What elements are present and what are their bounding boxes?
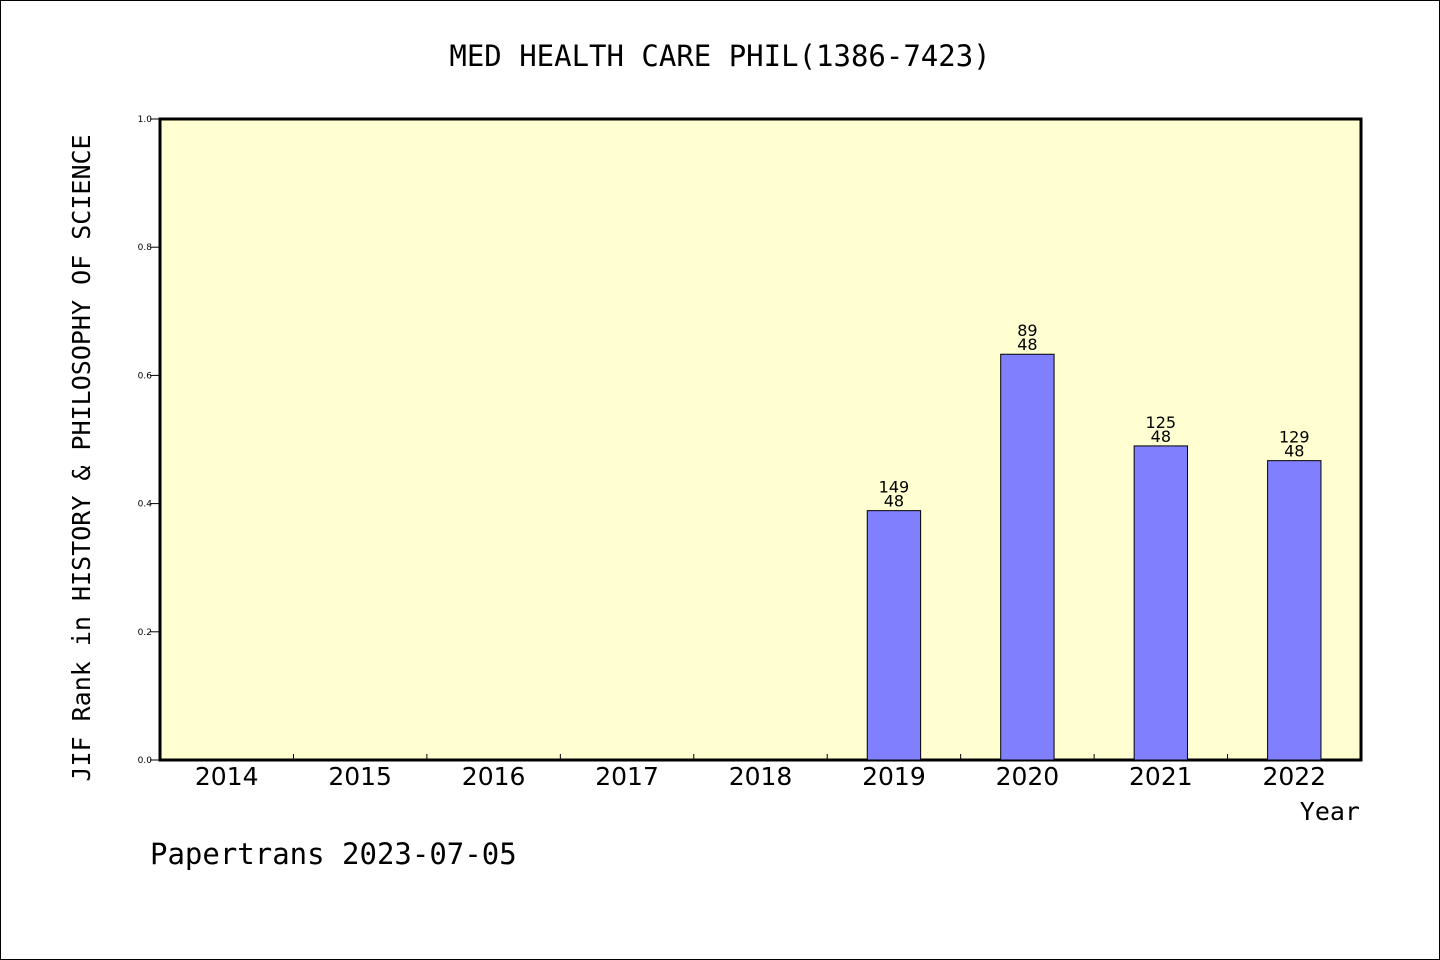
bar-label-rank: 149 — [879, 478, 910, 497]
x-tick-label: 2016 — [462, 762, 526, 791]
x-tick-label: 2014 — [195, 762, 259, 791]
bar-label-total: 48 — [884, 492, 904, 511]
x-axis: 2014 2015 2016 2017 2018 2019 2020 2021 2022 — [195, 754, 1326, 791]
bar-label-rank: 125 — [1146, 413, 1177, 432]
y-tick-label: 0.8 — [138, 243, 153, 253]
x-tick-label: 2022 — [1262, 762, 1326, 791]
y-axis: 0.0 0.2 0.4 0.6 0.8 1.0 — [138, 115, 160, 766]
y-tick-label: 0.6 — [138, 371, 153, 381]
x-tick-label: 2015 — [328, 762, 392, 791]
bar-label-total: 48 — [1017, 335, 1037, 354]
bars — [866, 353, 1322, 761]
x-axis-label: Year — [1300, 797, 1360, 826]
bar-2020 — [1000, 353, 1055, 761]
footer-credit: Papertrans 2023-07-05 — [150, 837, 517, 871]
y-tick-label: 0.4 — [138, 500, 153, 510]
x-tick-label: 2019 — [862, 762, 926, 791]
x-tick-label: 2021 — [1129, 762, 1193, 791]
x-tick-label: 2018 — [729, 762, 793, 791]
y-axis-label: JIF Rank in HISTORY & PHILOSOPHY OF SCIE… — [67, 134, 96, 781]
bar-2019 — [866, 510, 922, 761]
bar-label-total: 48 — [1284, 442, 1304, 461]
y-tick-label: 0.0 — [138, 756, 153, 766]
y-tick-label: 1.0 — [138, 115, 153, 125]
bar-label-rank: 89 — [1017, 321, 1037, 340]
x-tick-label: 2017 — [595, 762, 659, 791]
chart-title: MED HEALTH CARE PHIL(1386-7423) — [449, 39, 990, 73]
bar-label-rank: 129 — [1279, 428, 1310, 447]
x-tick-label: 2020 — [996, 762, 1060, 791]
y-tick-label: 0.2 — [138, 628, 152, 638]
bar-2022 — [1267, 460, 1322, 761]
bar-2021 — [1133, 445, 1189, 761]
bar-label-total: 48 — [1151, 427, 1171, 446]
